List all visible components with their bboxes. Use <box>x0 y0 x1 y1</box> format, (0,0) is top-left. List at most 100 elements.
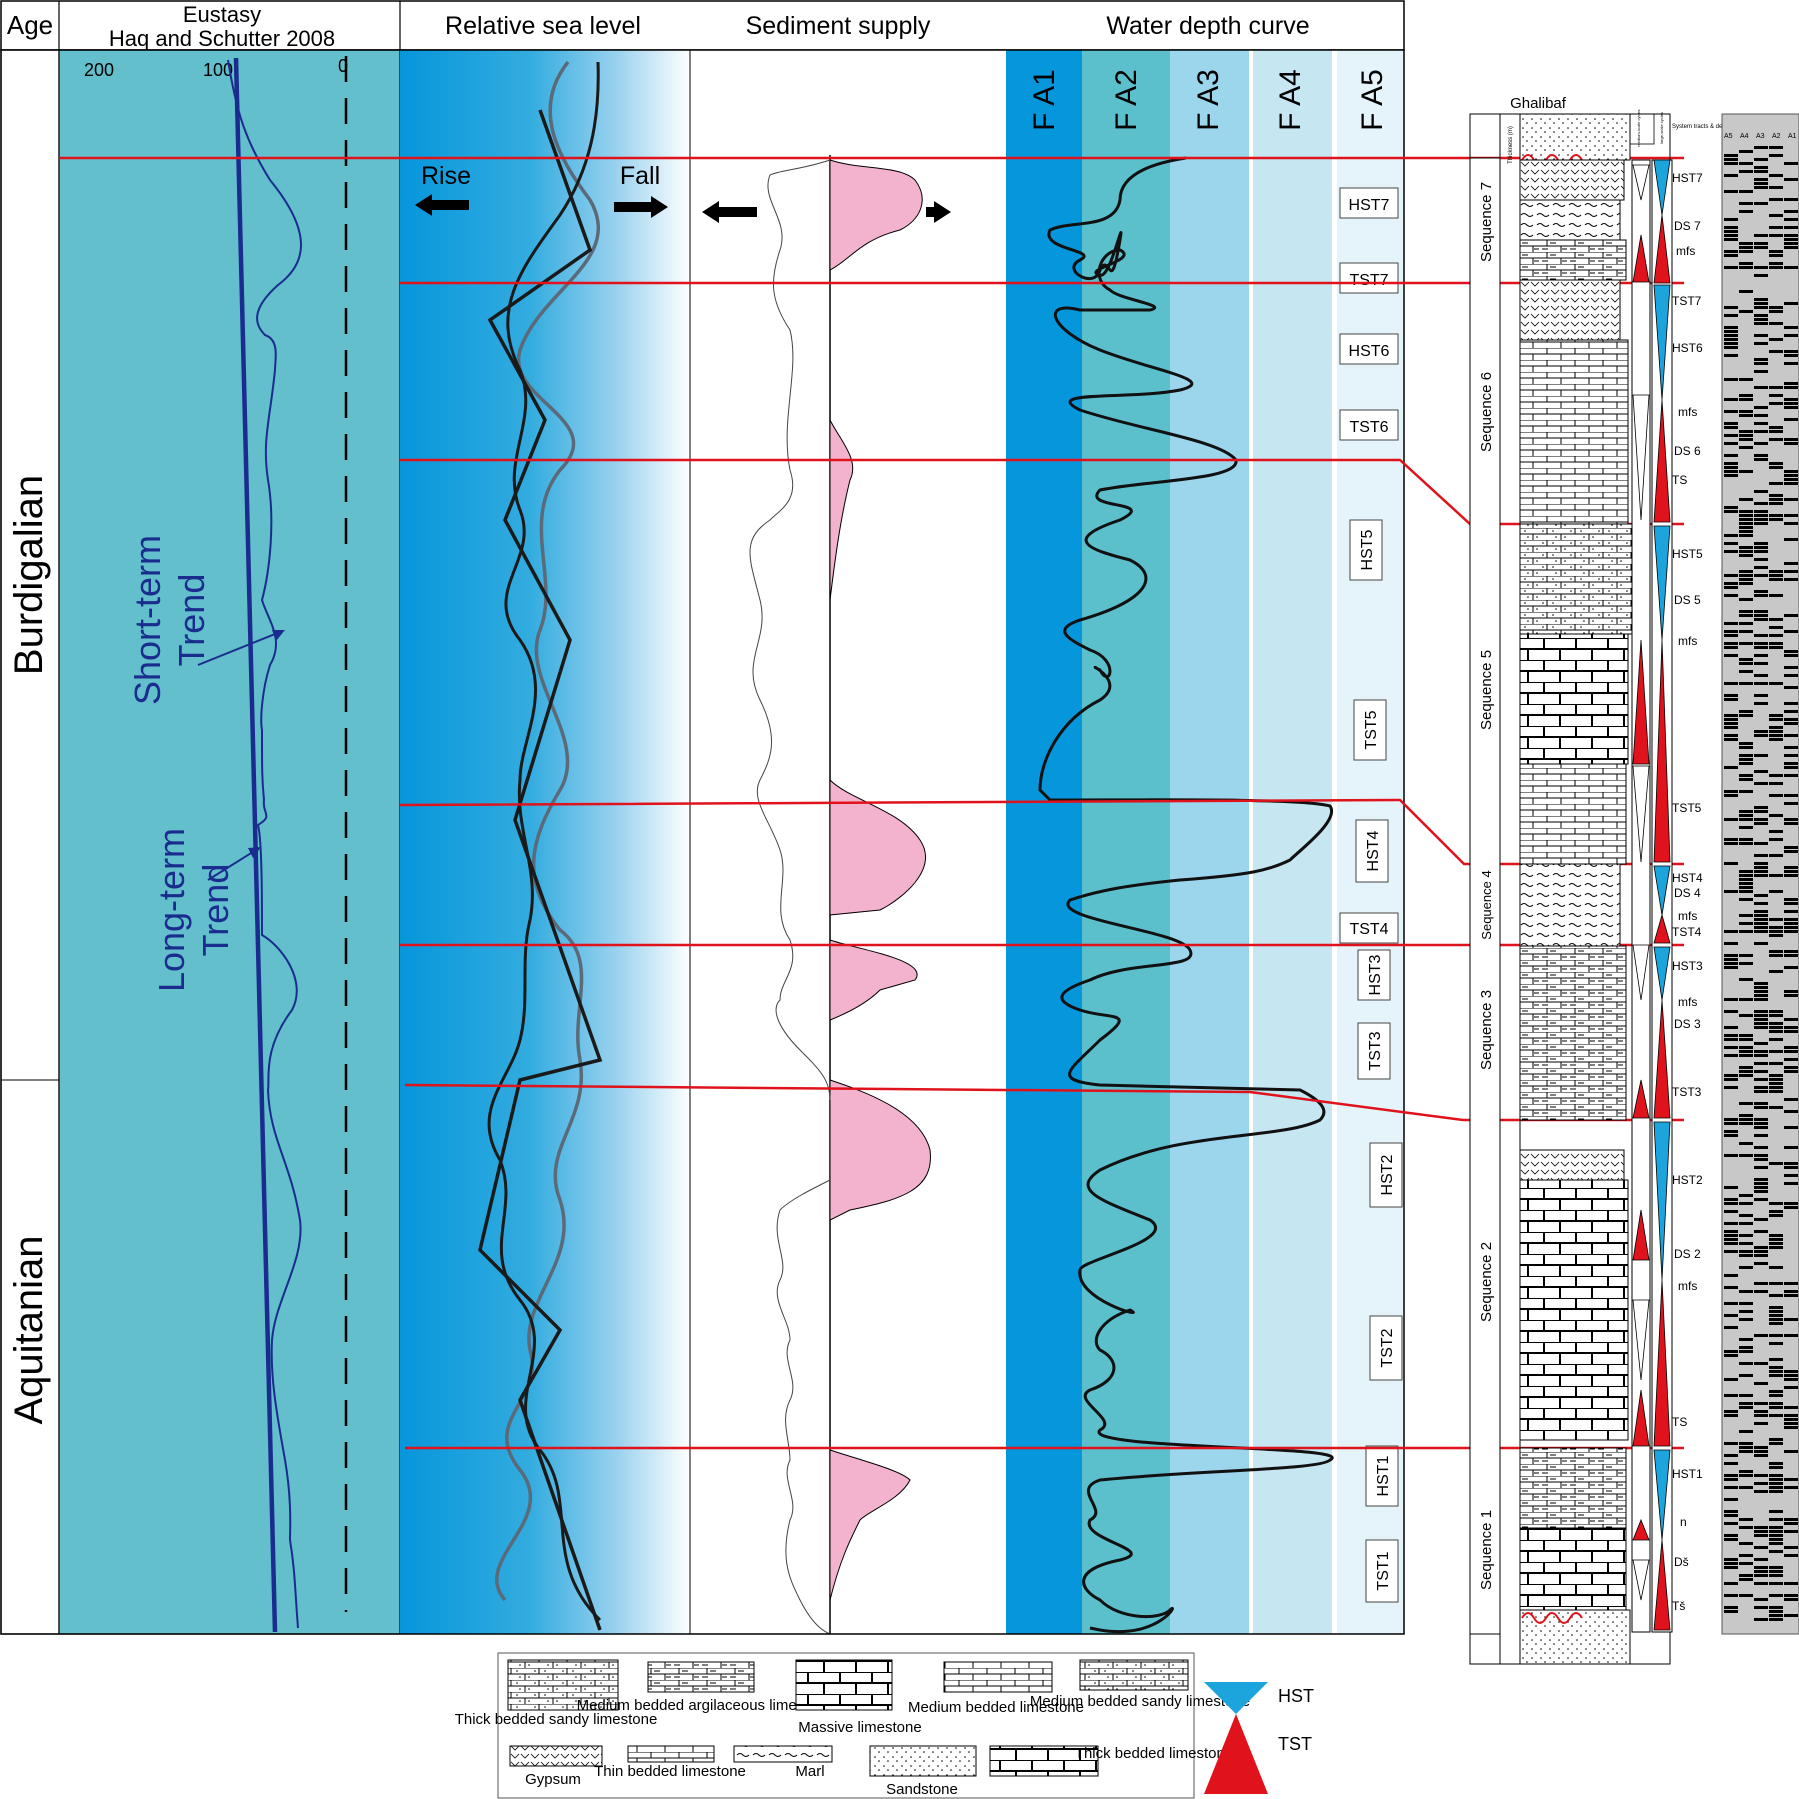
facies-log-bar <box>1739 1554 1753 1557</box>
facies-log-bar <box>1724 642 1738 645</box>
facies-log-bar <box>1769 514 1783 517</box>
facies-log-bar <box>1754 358 1768 361</box>
facies-log-bar <box>1754 1026 1768 1029</box>
supply-positive-area <box>829 159 931 1601</box>
facies-log-bar <box>1739 578 1753 581</box>
facies-log-bar <box>1784 922 1798 925</box>
facies-log-bar <box>1784 578 1798 581</box>
facies-log-bar <box>1784 1406 1798 1409</box>
facies-log-bar <box>1784 1126 1798 1129</box>
facies-log-bar <box>1724 962 1738 965</box>
facies-log-bar <box>1784 754 1798 757</box>
facies-log-bar <box>1784 218 1798 221</box>
unconformity-top <box>1521 154 1583 166</box>
facies-log-bar <box>1724 226 1738 229</box>
facies-log-bar <box>1769 774 1783 777</box>
facies-log-bar <box>1724 954 1738 957</box>
facies-log-bar <box>1769 1402 1783 1405</box>
facies-log-bar <box>1754 362 1768 365</box>
svg-text:Thick bedded limestone: Thick bedded limestone <box>1075 1745 1233 1762</box>
sediment-supply-panel <box>689 50 1006 1635</box>
facies-log-bar <box>1784 1518 1798 1521</box>
facies-log-bar <box>1769 1390 1783 1393</box>
facies-log-bar <box>1769 1606 1783 1609</box>
facies-log-bar <box>1769 1282 1783 1285</box>
facies-log-bar <box>1754 1154 1768 1157</box>
facies-log-bar <box>1739 1118 1753 1121</box>
facies-log-bar <box>1769 494 1783 497</box>
facies-log-bar <box>1769 926 1783 929</box>
ann-ts6: TS <box>1672 473 1687 487</box>
facies-log-bar <box>1754 1126 1768 1129</box>
facies-log-bar <box>1724 1046 1738 1049</box>
ann-hst1: HST1 <box>1672 1467 1703 1481</box>
facies-log-bar <box>1769 1090 1783 1093</box>
ann-ds1: Dš <box>1674 1555 1689 1569</box>
facies-log-bar <box>1754 870 1768 873</box>
facies-log-bar <box>1769 1486 1783 1489</box>
facies-log-bar <box>1724 1566 1738 1569</box>
facies-log-bar <box>1754 158 1768 161</box>
facies-log-bar <box>1769 1030 1783 1033</box>
facies-log-bar <box>1724 1186 1738 1189</box>
facies-log-bar <box>1724 722 1738 725</box>
facies-log-bar <box>1724 1498 1738 1501</box>
facies-log-bar <box>1784 382 1798 385</box>
facies-log-bar <box>1769 1082 1783 1085</box>
facies-log-bar <box>1784 630 1798 633</box>
facies-log-bar <box>1724 1462 1738 1465</box>
facies-log-bar <box>1754 1422 1768 1425</box>
facies-log-bar <box>1769 1050 1783 1053</box>
age-header: Age <box>7 10 53 40</box>
facies-log-bar <box>1754 662 1768 665</box>
facies-log-bar <box>1784 846 1798 849</box>
facies-log-bar <box>1724 1514 1738 1517</box>
facies-log-bar <box>1769 594 1783 597</box>
facies-log-bar <box>1724 998 1738 1001</box>
facies-log-bar <box>1769 782 1783 785</box>
header-row: Age Eustasy Haq and Schutter 2008 Relati… <box>0 0 1405 51</box>
facies-log-bar <box>1739 1542 1753 1545</box>
facies-log-bar <box>1724 890 1738 893</box>
facies-log-bar <box>1754 694 1768 697</box>
facies-log-bar <box>1784 686 1798 689</box>
facies-log-bar <box>1784 1290 1798 1293</box>
facies-log-bar <box>1724 1594 1738 1597</box>
facies-log-bar <box>1769 226 1783 229</box>
facies-log-bar <box>1754 566 1768 569</box>
facies-log-bar <box>1784 654 1798 657</box>
facies-log-bar <box>1739 162 1753 165</box>
facies-log-bar <box>1784 474 1798 477</box>
age-column: Burdigalian Aquitanian <box>0 49 60 1635</box>
facies-log-bar <box>1784 1478 1798 1481</box>
facies-log-bar <box>1724 238 1738 241</box>
facies-log-bar <box>1769 1614 1783 1617</box>
long-term-label-2: Trend <box>195 864 236 957</box>
facies-log-bar <box>1724 1154 1738 1157</box>
facies-log-bar <box>1754 182 1768 185</box>
facies-log-bar <box>1739 394 1753 397</box>
facies-log-bar <box>1724 718 1738 721</box>
facies-log-bar <box>1724 1610 1738 1613</box>
facies-log-bar <box>1769 1534 1783 1537</box>
facies-log-bar <box>1724 1122 1738 1125</box>
eustasy-source: Haq and Schutter 2008 <box>109 26 335 51</box>
st-box-tst2: TST2 <box>1369 1315 1403 1381</box>
short-term-label-2: Trend <box>171 574 212 667</box>
facies-log-bar <box>1769 1394 1783 1397</box>
facies-log-bar <box>1784 562 1798 565</box>
facies-log-bar <box>1739 1406 1753 1409</box>
legend-massive-limestone: Massive limestone <box>795 1659 922 1736</box>
litho-thick-limestone-1 <box>1519 633 1629 765</box>
facies-log-bar <box>1769 1214 1783 1217</box>
rsl-header: Relative sea level <box>445 12 641 40</box>
facies-log-bar <box>1754 430 1768 433</box>
facies-log-bar <box>1769 1366 1783 1369</box>
facies-log-bar <box>1784 1174 1798 1177</box>
facies-log-bar <box>1754 1474 1768 1477</box>
seq-1-label: Sequence 1 <box>1478 1510 1495 1590</box>
facies-log-bar <box>1754 1446 1768 1449</box>
facies-log-bar <box>1754 274 1768 277</box>
facies-log-bar <box>1784 950 1798 953</box>
facies-log-bar <box>1769 1370 1783 1373</box>
